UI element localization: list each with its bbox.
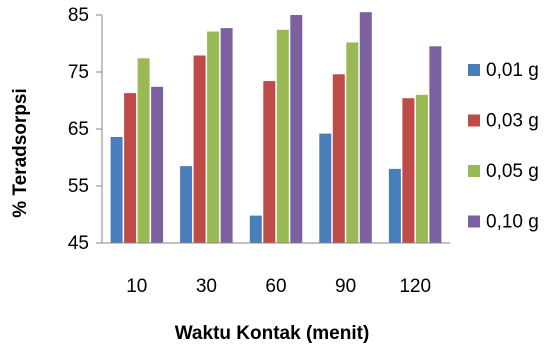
y-tick-label: 75 <box>68 62 89 83</box>
bar-0-03-g-60 <box>263 81 276 243</box>
bar-0-05-g-10 <box>137 58 150 243</box>
bar-0-10-g-90 <box>359 12 372 244</box>
bar-0-01-g-60 <box>249 215 262 243</box>
bar-0-01-g-90 <box>319 133 332 243</box>
bar-0-03-g-90 <box>332 74 345 243</box>
legend: 0,01 g 0,03 g 0,05 g 0,10 g <box>468 60 539 233</box>
bar-0-01-g-30 <box>180 166 193 243</box>
bar-0-01-g-120 <box>388 168 401 243</box>
bar-0-05-g-60 <box>276 29 289 243</box>
legend-swatch <box>468 114 480 127</box>
y-axis-title: % Teradsorpsi <box>10 88 31 218</box>
y-tick-label: 45 <box>68 233 89 254</box>
y-tick-label: 55 <box>68 176 89 197</box>
bar-0-03-g-10 <box>124 93 137 243</box>
legend-label: 0,10 g <box>486 212 539 233</box>
legend-label: 0,05 g <box>486 161 539 182</box>
bar-0-03-g-30 <box>193 55 206 243</box>
y-tick-label: 65 <box>68 119 89 140</box>
x-tick-label: 60 <box>265 276 286 297</box>
x-tick-label: 120 <box>399 276 431 297</box>
x-tick-label: 90 <box>335 276 356 297</box>
bar-0-05-g-30 <box>207 31 220 243</box>
bar-0-10-g-60 <box>290 15 303 243</box>
x-axis-title: Waktu Kontak (menit) <box>175 323 370 344</box>
legend-swatch <box>468 215 480 228</box>
bar-0-10-g-10 <box>151 86 164 243</box>
bar-0-03-g-120 <box>402 98 415 243</box>
plot-area <box>110 12 442 244</box>
bar-0-10-g-30 <box>220 28 233 243</box>
bar-0-10-g-120 <box>429 46 442 243</box>
bar-0-05-g-120 <box>415 94 428 243</box>
bar-0-01-g-10 <box>110 137 123 243</box>
legend-label: 0,01 g <box>486 60 539 81</box>
y-axis-ticks: 45 55 65 75 85 <box>68 5 103 254</box>
legend-swatch <box>468 165 480 177</box>
x-tick-label: 30 <box>196 276 217 297</box>
y-tick-label: 85 <box>68 5 89 26</box>
x-tick-label: 10 <box>126 276 147 297</box>
x-axis-ticks: 10 30 60 90 120 <box>102 242 450 297</box>
legend-swatch <box>468 64 480 76</box>
legend-label: 0,03 g <box>486 111 539 132</box>
bar-0-05-g-90 <box>346 42 359 244</box>
